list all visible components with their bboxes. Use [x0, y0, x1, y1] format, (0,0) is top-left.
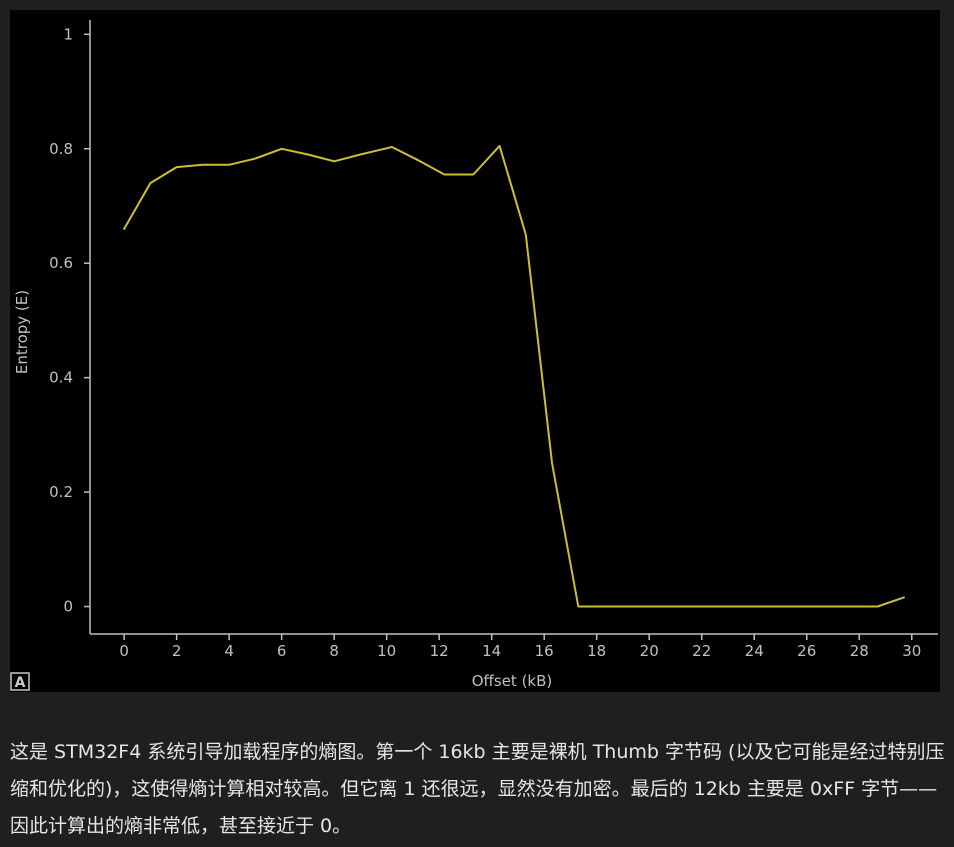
x-tick-label: 6: [277, 642, 287, 660]
x-tick-label: 28: [850, 642, 869, 660]
badge-letter: A: [15, 675, 26, 691]
x-tick-label: 2: [172, 642, 182, 660]
x-tick-label: 10: [377, 642, 396, 660]
chart-canvas: 00.20.40.60.81 0 2 4 6 8 10 12 14 16 18 20 22 24 26 28…: [10, 20, 938, 691]
x-tick-label: 0: [119, 642, 129, 660]
y-tick-label: 0: [63, 598, 73, 616]
y-tick-label: 0.6: [49, 254, 73, 272]
x-tick-label: 12: [430, 642, 449, 660]
y-axis: 0 0.2 0.4 0.6 0.8 1: [49, 20, 91, 634]
x-axis-title: Offset (kB): [472, 672, 553, 690]
x-tick-label: 14: [482, 642, 501, 660]
badge-frame: [10, 672, 30, 691]
x-tick-label: 16: [535, 642, 554, 660]
x-tick-label: 26: [797, 642, 816, 660]
y-tick-label: 0.2: [49, 483, 73, 501]
x-tick-label: 30: [902, 642, 921, 660]
x-tick-label: 22: [692, 642, 711, 660]
y-axis-title: Entropy (E): [13, 290, 31, 374]
x-tick-label: 20: [640, 642, 659, 660]
y-tick-label: 0.8: [49, 140, 73, 158]
y-tick-label: 0.4: [49, 369, 73, 387]
x-tick-label: 4: [224, 642, 234, 660]
chart-caption: 这是 STM32F4 系统引导加载程序的熵图。第一个 16kb 主要是裸机 Th…: [10, 741, 945, 837]
y-tick-label: 1: [63, 25, 73, 43]
x-tick-label: 8: [329, 642, 339, 660]
figure-badge: A: [10, 672, 30, 691]
entropy-chart: 0 0.2 0.4 0.6 0.8 1 0 2 4 6 8 10 12 14 16 18 20 22 24 26 28…: [10, 10, 940, 692]
x-axis: 0 2 4 6 8 10 12 14 16 18 20 22 24 26 28 30: [90, 633, 938, 660]
x-tick-label: 24: [745, 642, 764, 660]
entropy-series-line: [123, 144, 905, 608]
x-tick-label: 18: [587, 642, 606, 660]
